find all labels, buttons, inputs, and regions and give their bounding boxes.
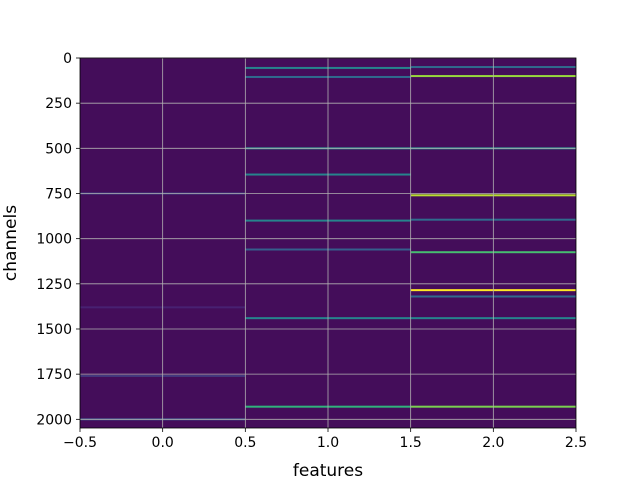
x-axis-label: features xyxy=(293,461,363,480)
x-tick-label: 2.5 xyxy=(565,435,587,451)
x-tick-label: 0.0 xyxy=(152,435,174,451)
x-tick-label: 2.0 xyxy=(482,435,504,451)
x-tick-label: 1.5 xyxy=(400,435,422,451)
y-tick-label: 2000 xyxy=(36,412,72,428)
axes: −0.5 0.0 0.5 1.0 1.5 2.0 2.5 0 250 500 750 1000 1250… xyxy=(36,51,587,451)
y-tick-label: 750 xyxy=(45,186,72,202)
x-tick-label: −0.5 xyxy=(63,435,97,451)
y-tick-label: 0 xyxy=(63,51,72,67)
y-tick-label: 1500 xyxy=(36,322,72,338)
y-tick-label: 1750 xyxy=(36,367,72,383)
y-tick-label: 500 xyxy=(45,141,72,157)
y-tick-label: 1000 xyxy=(36,232,72,248)
y-axis-label: channels xyxy=(1,205,21,281)
x-tick-label: 1.0 xyxy=(317,435,339,451)
x-tick-label: 0.5 xyxy=(234,435,256,451)
y-tick-label: 250 xyxy=(45,96,72,112)
y-tick-label: 1250 xyxy=(36,277,72,293)
